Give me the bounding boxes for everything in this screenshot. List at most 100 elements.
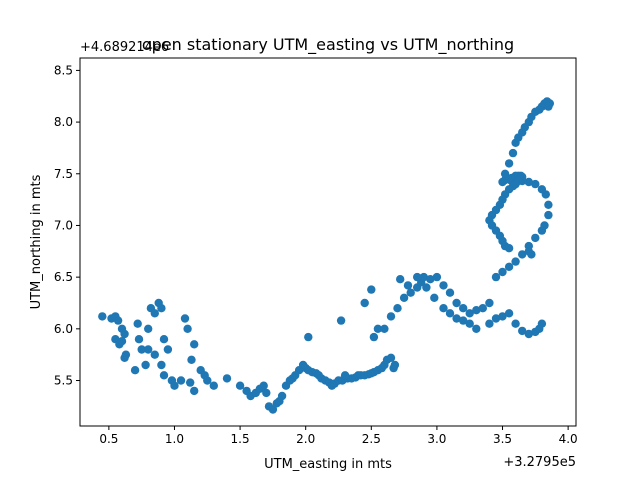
data-point xyxy=(157,304,166,313)
data-point xyxy=(439,304,448,313)
data-point xyxy=(144,345,153,354)
data-point xyxy=(504,159,514,168)
data-point xyxy=(498,312,507,321)
data-point xyxy=(524,177,533,187)
data-point xyxy=(498,267,507,277)
data-point xyxy=(159,335,169,344)
data-point xyxy=(393,304,402,313)
data-point xyxy=(176,376,186,385)
data-point xyxy=(537,185,547,194)
data-point xyxy=(445,288,455,297)
data-point xyxy=(544,200,553,209)
data-point xyxy=(508,148,518,158)
data-point xyxy=(531,233,540,243)
data-point xyxy=(369,332,379,342)
data-point xyxy=(491,272,501,282)
data-point xyxy=(130,366,140,375)
data-point xyxy=(511,319,520,328)
data-point xyxy=(390,360,400,370)
data-point xyxy=(430,293,439,302)
data-point xyxy=(386,312,396,321)
data-point xyxy=(452,314,461,323)
x-tick-label: 3.5 xyxy=(493,432,512,446)
data-point xyxy=(472,306,481,315)
data-point xyxy=(262,388,271,398)
data-point xyxy=(190,386,199,396)
data-point xyxy=(259,381,268,390)
data-point xyxy=(527,250,536,259)
data-point xyxy=(170,381,179,390)
data-point xyxy=(183,324,192,333)
data-point xyxy=(399,293,409,302)
chart-title: open stationary UTM_easting vs UTM_north… xyxy=(142,35,514,55)
data-point xyxy=(117,337,127,346)
data-point xyxy=(120,353,129,362)
data-point xyxy=(159,371,169,380)
data-point xyxy=(235,381,245,390)
data-point xyxy=(141,360,150,370)
data-point xyxy=(524,329,533,339)
data-point xyxy=(134,335,144,344)
data-point xyxy=(537,319,547,328)
data-point xyxy=(367,285,376,294)
data-point xyxy=(150,309,159,318)
data-point xyxy=(403,281,413,290)
points-layer xyxy=(98,97,554,414)
y-tick-label: 7.5 xyxy=(54,167,73,181)
data-point xyxy=(340,371,350,380)
data-point xyxy=(419,272,428,282)
x-tick-label: 3.0 xyxy=(427,432,446,446)
data-point xyxy=(137,345,146,354)
data-point xyxy=(511,257,520,266)
data-point xyxy=(540,221,549,230)
y-tick-label: 8.5 xyxy=(54,63,73,77)
data-point xyxy=(163,345,173,354)
data-point xyxy=(268,405,278,414)
data-point xyxy=(485,319,494,328)
data-point xyxy=(157,360,166,370)
ticks-layer: 0.5 1.0 1.5 2.0 2.5 3.0 3.5 4.0 5.5 6.0 6.5 7.0 7.5 8… xyxy=(54,63,578,446)
data-point xyxy=(277,391,287,401)
data-point xyxy=(373,324,383,333)
x-tick-label: 0.5 xyxy=(99,432,118,446)
data-point xyxy=(304,332,313,342)
y-tick-label: 6.5 xyxy=(54,270,73,284)
data-point xyxy=(190,340,199,349)
data-point xyxy=(133,319,142,328)
data-point xyxy=(422,283,431,292)
data-point xyxy=(452,298,461,308)
data-point xyxy=(465,309,474,318)
data-point xyxy=(209,381,218,390)
data-point xyxy=(406,288,415,297)
data-point xyxy=(426,275,435,284)
data-point xyxy=(360,298,369,308)
data-point xyxy=(396,275,405,284)
data-point xyxy=(432,272,442,282)
x-axis-label: UTM_easting in mts xyxy=(264,457,392,472)
data-point xyxy=(203,376,212,385)
x-tick-label: 2.0 xyxy=(296,432,315,446)
data-point xyxy=(187,355,196,364)
y-tick-label: 5.5 xyxy=(54,374,73,388)
y-axis-label: UTM_northing in mts xyxy=(29,174,44,309)
data-point xyxy=(472,324,481,333)
data-point xyxy=(144,324,153,333)
x-tick-label: 4.0 xyxy=(559,432,578,446)
x-tick-label: 1.0 xyxy=(165,432,184,446)
data-point xyxy=(98,312,107,321)
data-point xyxy=(518,326,527,336)
data-point xyxy=(465,319,474,328)
data-point xyxy=(120,329,129,339)
data-point xyxy=(439,281,448,290)
data-point xyxy=(413,272,422,282)
axes-frame xyxy=(79,57,577,427)
data-point xyxy=(459,304,468,313)
data-point xyxy=(504,309,514,318)
y-tick-label: 6.0 xyxy=(54,322,73,336)
data-point xyxy=(491,314,501,323)
data-point xyxy=(544,210,553,220)
x-tick-label: 2.5 xyxy=(362,432,381,446)
data-point xyxy=(459,316,468,325)
data-point xyxy=(222,374,232,383)
